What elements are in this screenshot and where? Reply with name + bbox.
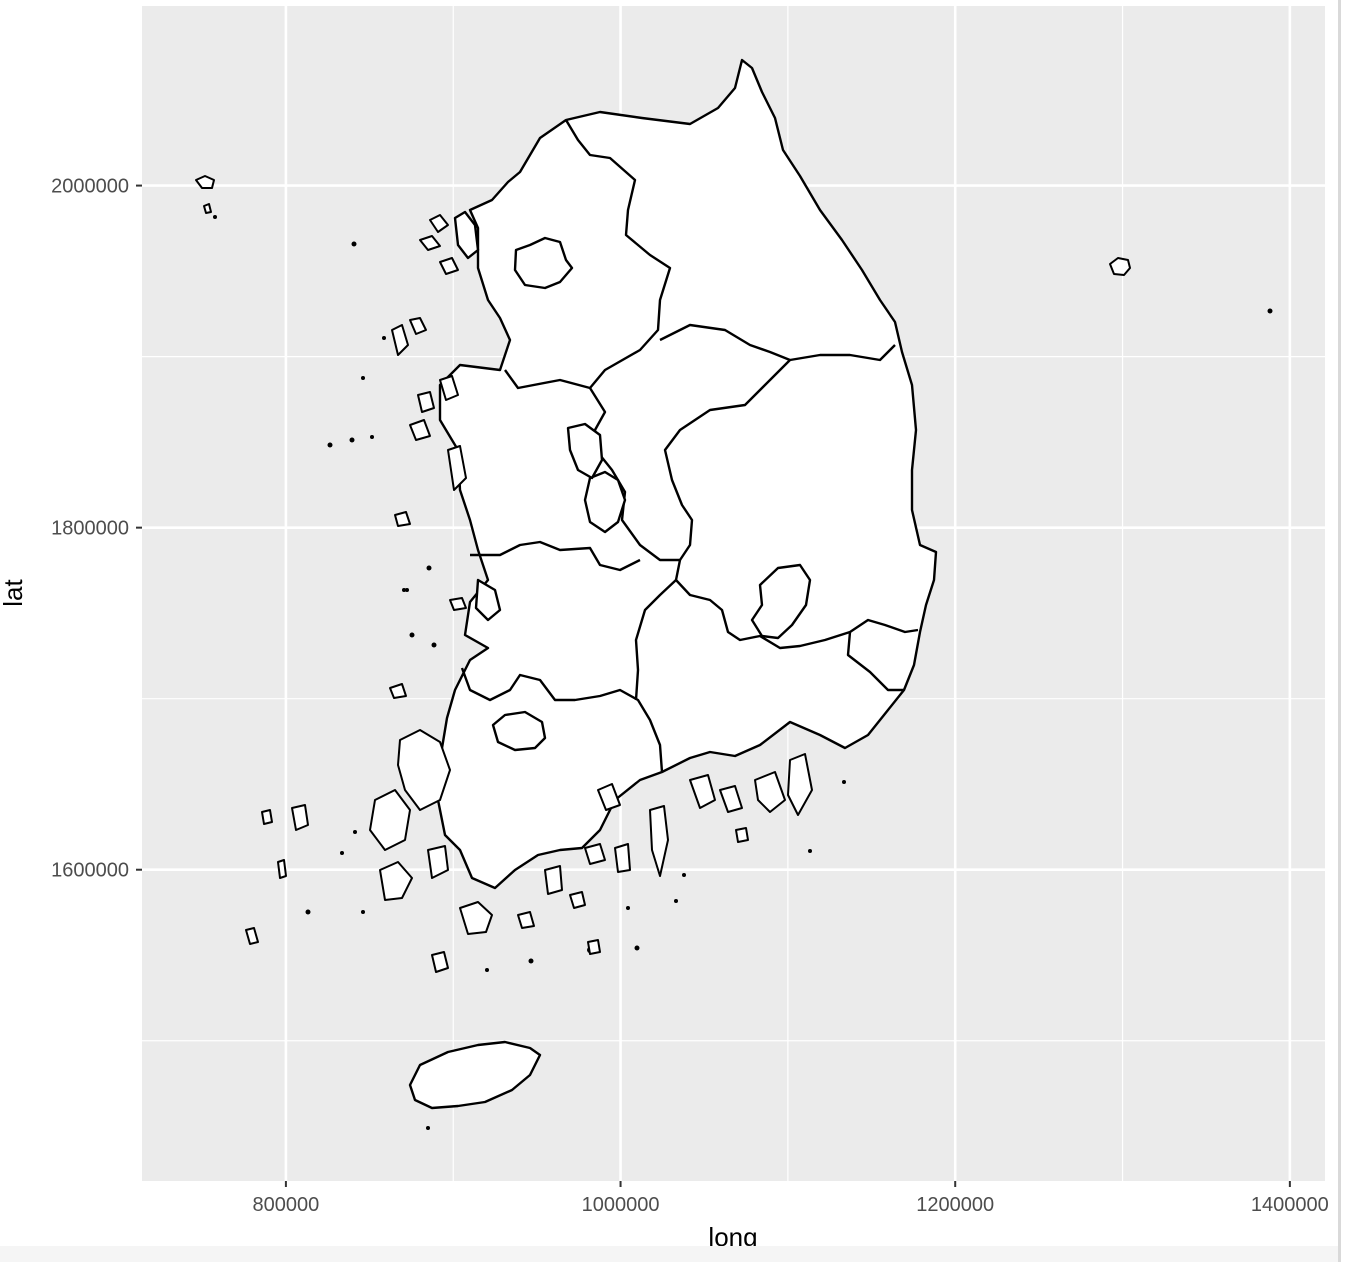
jeju-island bbox=[408, 1040, 542, 1110]
border-gyeongnam bbox=[634, 579, 677, 701]
border-gangwon-south bbox=[659, 323, 896, 362]
y-tick-label: 1800000 bbox=[51, 518, 129, 540]
border-jeonbuk-south bbox=[460, 667, 664, 773]
x-tick-label: 1000000 bbox=[582, 1194, 660, 1216]
islet bbox=[213, 215, 217, 219]
border-ulsan bbox=[846, 631, 904, 692]
window-bottom-edge bbox=[0, 1246, 1338, 1262]
incheon bbox=[453, 210, 480, 260]
y-tick-label: 1600000 bbox=[51, 860, 129, 882]
korea-map bbox=[195, 58, 1273, 1130]
x-tick-label: 1200000 bbox=[916, 1194, 994, 1216]
daejeon bbox=[583, 470, 627, 534]
baengnyeongdo bbox=[195, 175, 215, 189]
dokdo bbox=[1267, 308, 1273, 314]
west-coast-islands bbox=[245, 214, 467, 973]
border-north bbox=[504, 119, 672, 390]
small-islet-nw bbox=[203, 203, 212, 214]
islet bbox=[351, 241, 357, 247]
border-chungnam-south bbox=[470, 540, 641, 572]
x-tick-label: 1400000 bbox=[1251, 1194, 1329, 1216]
y-tick-labels: 1600000 1800000 2000000 bbox=[51, 176, 129, 882]
south-coast-islands bbox=[459, 753, 813, 955]
ulleungdo bbox=[1109, 257, 1131, 276]
y-axis-title: lat bbox=[0, 578, 28, 606]
seoul bbox=[513, 236, 574, 290]
gwangju bbox=[491, 710, 547, 752]
window-edge bbox=[1338, 0, 1341, 1262]
x-tick-labels: 800000 1000000 1200000 1400000 bbox=[253, 1194, 1329, 1216]
y-tick-label: 2000000 bbox=[51, 176, 129, 198]
sejong bbox=[566, 422, 604, 480]
daegu bbox=[750, 563, 812, 640]
x-tick-label: 800000 bbox=[253, 1194, 320, 1216]
gunsan-area bbox=[474, 578, 502, 622]
border-gyeongbuk-south bbox=[674, 559, 919, 650]
axis-ticks bbox=[136, 184, 1291, 1187]
